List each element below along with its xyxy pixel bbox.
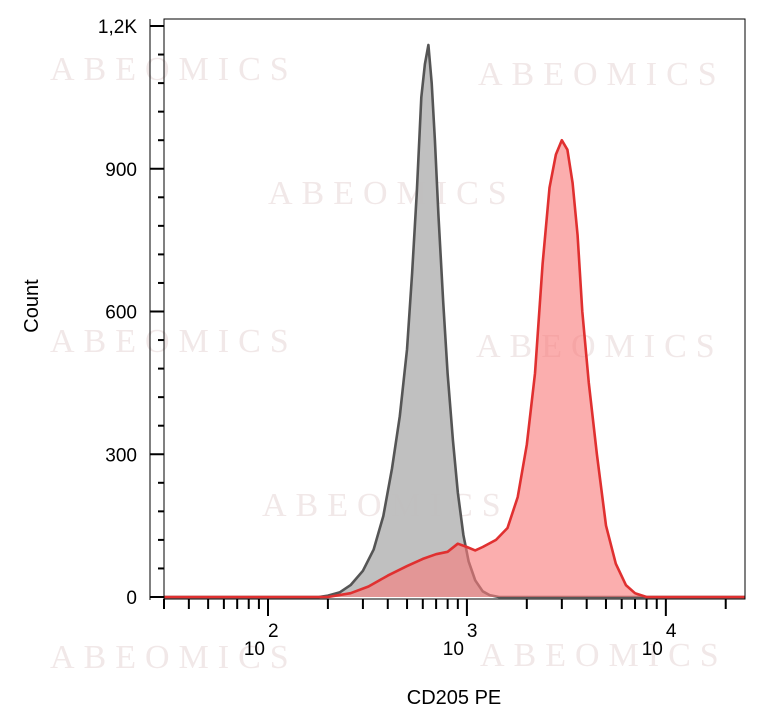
x-tick-exponent: 2 — [268, 621, 279, 642]
y-axis: 0 300 600 900 1,2K — [98, 17, 164, 609]
x-tick-label: 10 — [443, 639, 464, 660]
x-tick-label: 10 — [642, 639, 663, 660]
watermark-7: ABEOMICS — [50, 639, 298, 676]
y-axis-title: Count — [21, 279, 43, 333]
watermark-8: ABEOMICS — [480, 637, 728, 674]
watermark-3: ABEOMICS — [268, 175, 516, 212]
watermark-layer: ABEOMICS ABEOMICS ABEOMICS ABEOMICS ABEO… — [50, 51, 728, 676]
y-tick-label: 300 — [105, 445, 137, 466]
series-1-area — [164, 45, 745, 597]
series-2-line — [164, 138, 745, 599]
x-tick-exponent: 4 — [666, 621, 677, 642]
watermark-4: ABEOMICS — [50, 323, 298, 360]
watermark-1: ABEOMICS — [50, 51, 298, 88]
y-tick-label: 900 — [105, 160, 137, 181]
y-tick-label: 1,2K — [98, 17, 137, 38]
x-axis-title: CD205 PE — [407, 687, 502, 709]
y-tick-label: 600 — [105, 303, 137, 324]
series-layer — [164, 43, 745, 599]
y-tick-label: 0 — [126, 588, 137, 609]
watermark-5: ABEOMICS — [476, 328, 724, 365]
x-tick-label: 10 — [244, 639, 265, 660]
x-tick-exponent: 3 — [467, 621, 478, 642]
watermark-2: ABEOMICS — [478, 56, 726, 93]
